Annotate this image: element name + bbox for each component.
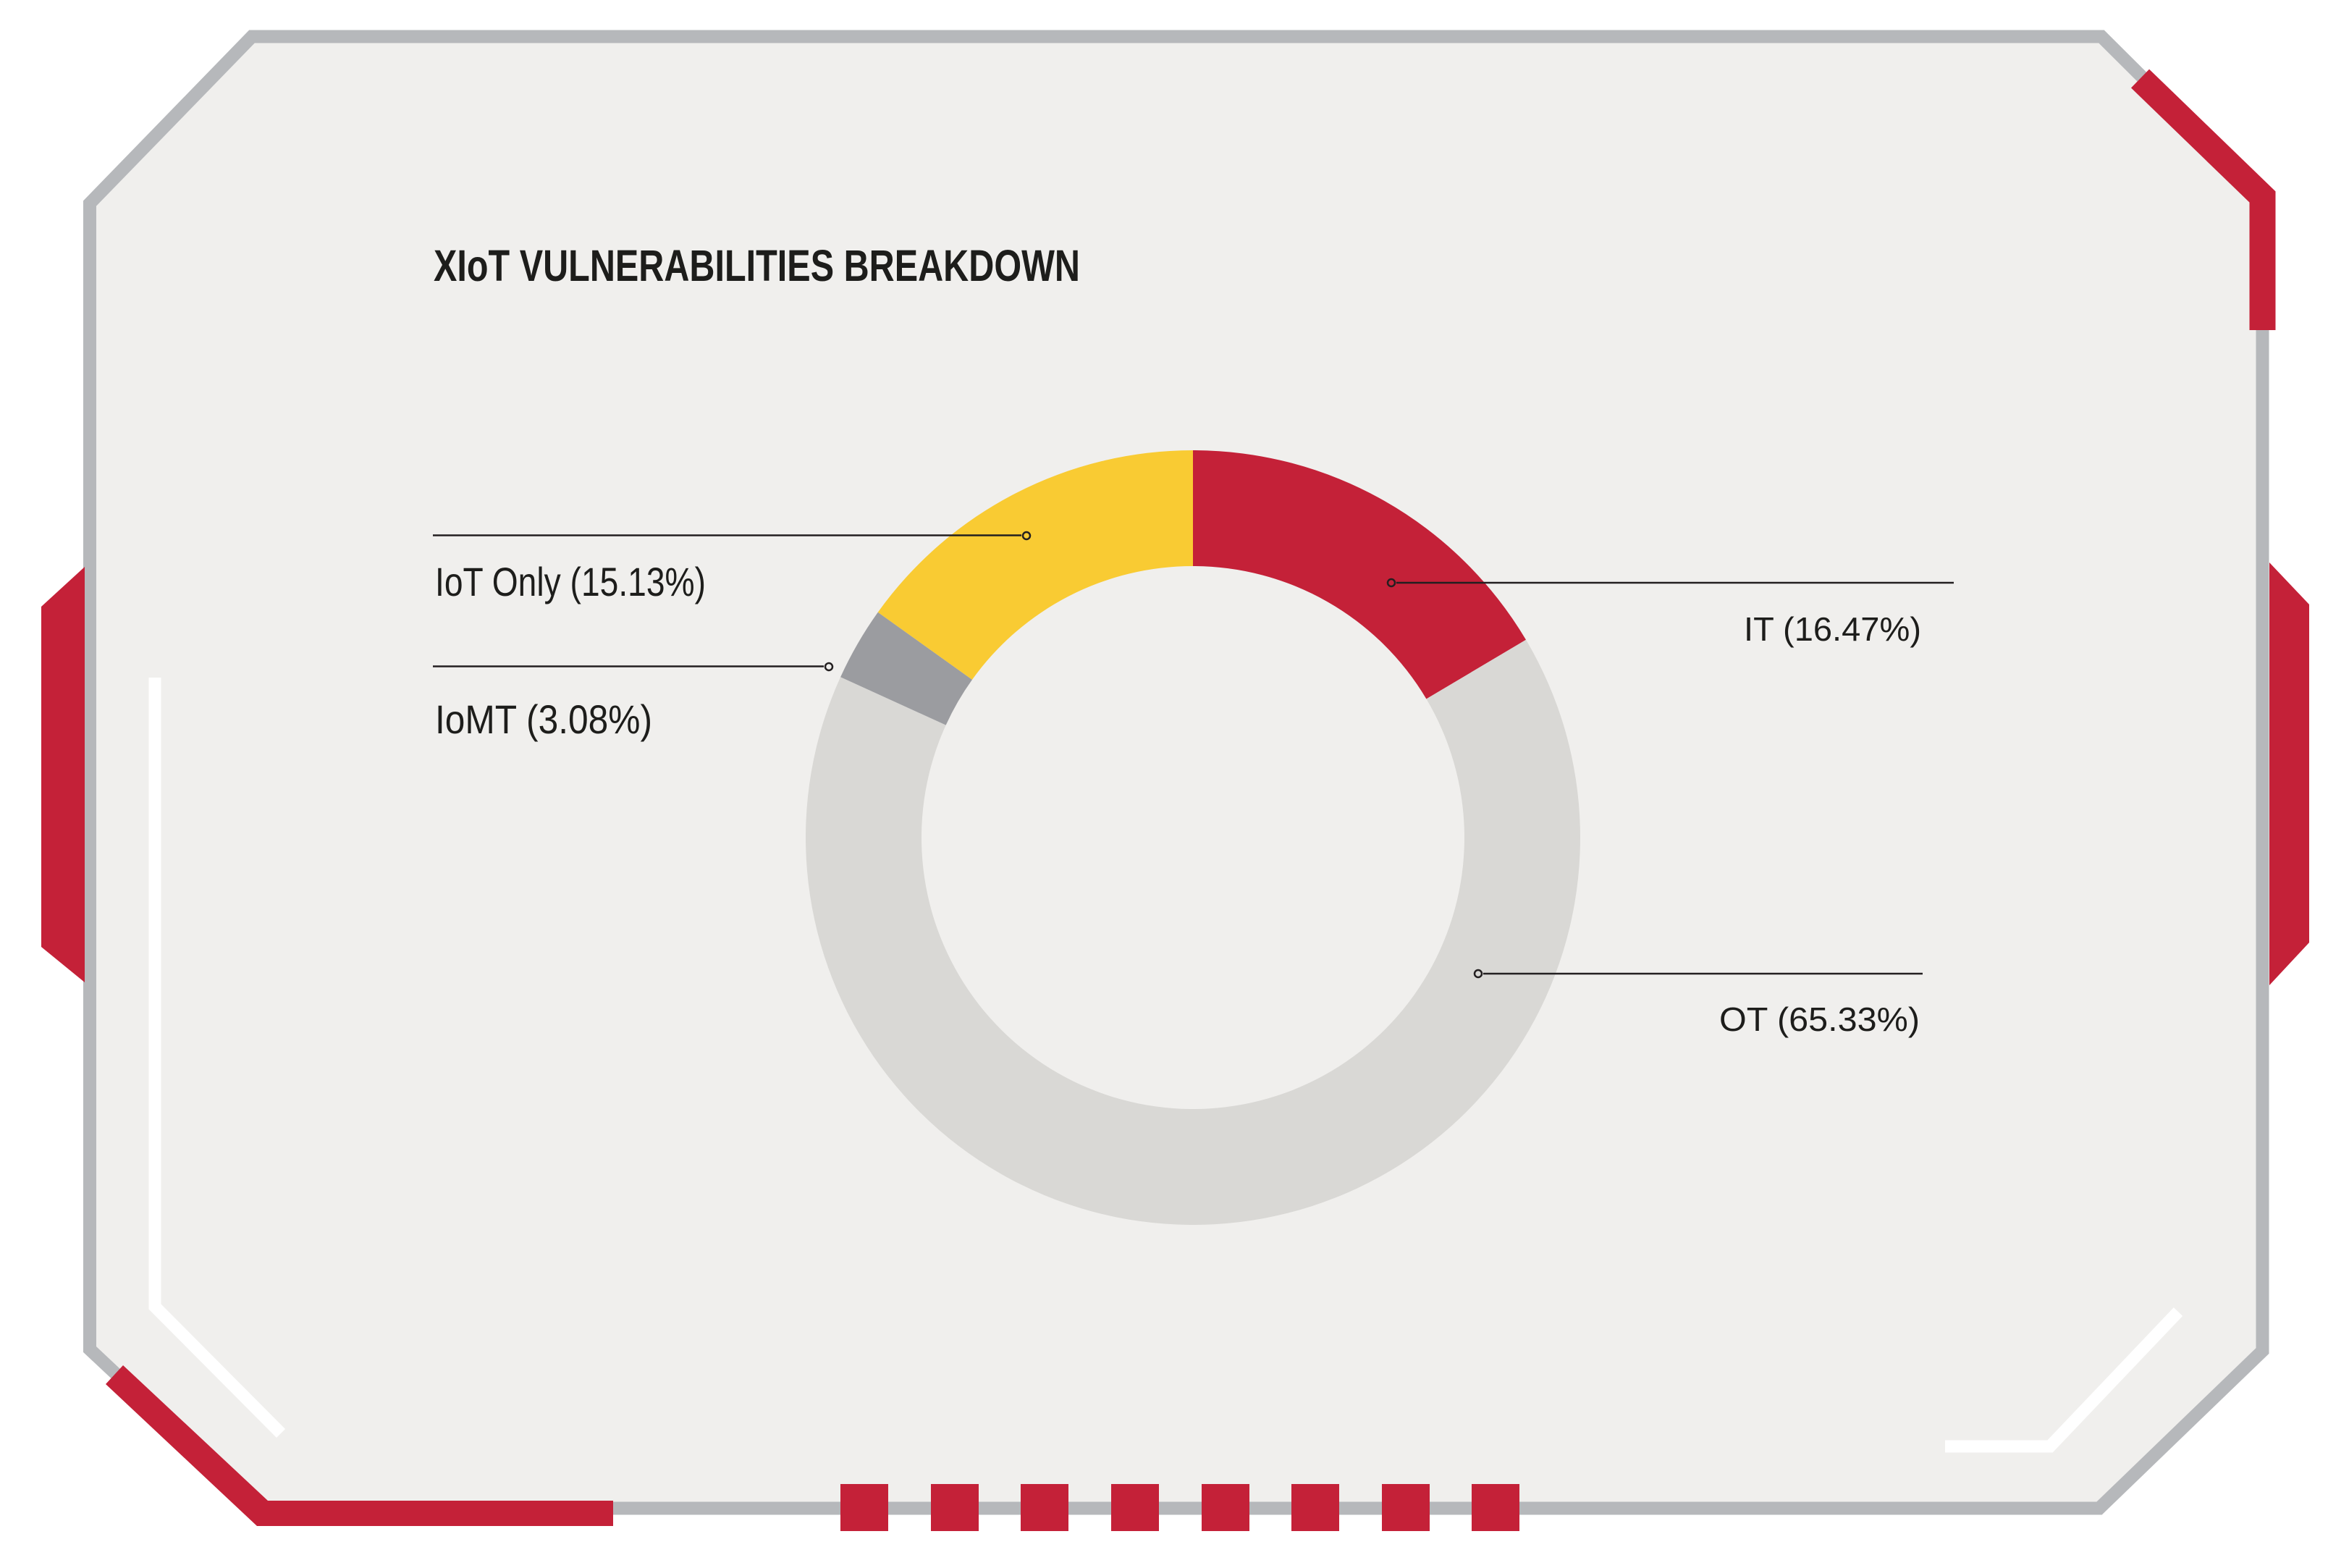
svg-text:OT (65.33%): OT (65.33%) xyxy=(1719,1000,1920,1038)
svg-text:IT (16.47%): IT (16.47%) xyxy=(1744,610,1921,648)
svg-text:XIoT VULNERABILITIES BREAKDOWN: XIoT VULNERABILITIES BREAKDOWN xyxy=(434,241,1080,290)
svg-text:IoT Only (15.13%): IoT Only (15.13%) xyxy=(435,559,706,604)
svg-text:IoMT (3.08%): IoMT (3.08%) xyxy=(435,696,652,742)
